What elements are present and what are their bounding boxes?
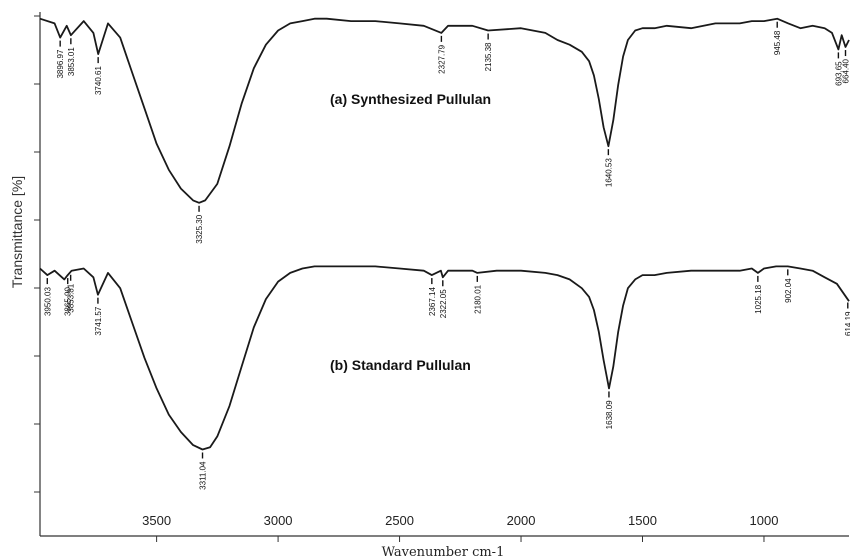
- peak-label: 3853.81: [67, 283, 76, 312]
- spectra: [39, 17, 850, 451]
- peak-label: 664.40: [842, 58, 850, 83]
- peak-label: 693.65: [834, 61, 843, 86]
- peak-label: 1025.18: [754, 284, 763, 313]
- x-tick-label: 3000: [264, 513, 293, 528]
- x-axis-title: Wavenumber cm-1: [382, 545, 505, 560]
- x-tick-label: 1500: [628, 513, 657, 528]
- x-tick-label: 2000: [507, 513, 536, 528]
- peak-label: 3950.03: [43, 287, 52, 316]
- plot-frame: [34, 12, 849, 537]
- peak-label: 2367.14: [428, 287, 437, 316]
- peak-label: 2180.01: [473, 284, 482, 313]
- series-title: (b) Standard Pullulan: [330, 357, 471, 373]
- peak-label: 3865.90: [64, 287, 73, 316]
- peak-label: 3896.97: [56, 49, 65, 78]
- series-titles: (a) Synthesized Pullulan (b) Standard Pul…: [330, 91, 491, 373]
- series-title: (a) Synthesized Pullulan: [330, 91, 491, 107]
- y-axis-title: Transmittance [%]: [9, 176, 25, 288]
- peak-label: 3325.30: [195, 214, 204, 243]
- peak-annotations: 3896.97 3853.01 3740.61 3325.30 2327.79 2135.…: [43, 21, 850, 490]
- peak-label: 3311.04: [199, 461, 208, 490]
- x-tick-label: 3500: [142, 513, 171, 528]
- spectrum-line-standard: [39, 265, 850, 451]
- peak-label: 1640.53: [604, 158, 613, 187]
- x-tick-label: 2500: [385, 513, 414, 528]
- peak-label: 1638.09: [605, 400, 614, 429]
- x-axis-ticks: 3500 3000 2500 2000 1500 1000: [142, 513, 778, 542]
- peak-label: 3740.61: [94, 66, 103, 95]
- peak-label: 2327.79: [437, 44, 446, 73]
- spectrum-line-synthesized: [39, 17, 850, 204]
- peak-label: 945.48: [773, 30, 782, 55]
- peak-label: 614.19: [844, 311, 850, 336]
- peak-label: 3853.01: [67, 47, 76, 76]
- peak-label: 2322.05: [439, 289, 448, 318]
- peak-label: 2135.38: [484, 42, 493, 71]
- x-tick-label: 1000: [750, 513, 779, 528]
- peak-label: 902.04: [784, 278, 793, 303]
- peak-label: 3741.57: [94, 306, 103, 335]
